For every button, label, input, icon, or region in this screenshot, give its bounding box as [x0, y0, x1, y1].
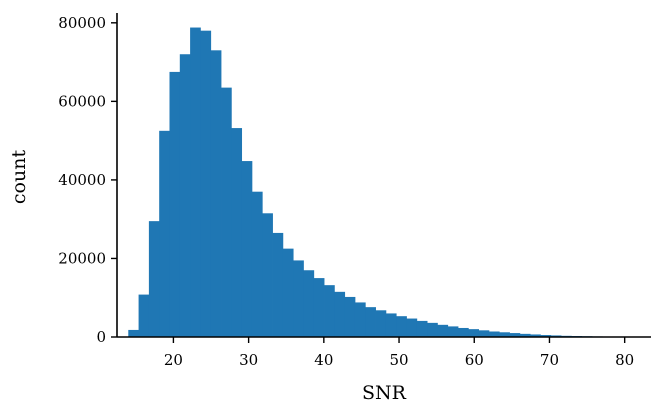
y-axis-label: count	[8, 150, 30, 205]
histogram-bar	[396, 316, 407, 337]
histogram-bar	[365, 307, 376, 337]
x-tick-label: 40	[314, 351, 333, 369]
histogram-bar	[375, 310, 387, 337]
histogram-bar	[344, 296, 356, 337]
histogram-bar	[251, 191, 263, 337]
axes	[116, 13, 651, 338]
y-tick-label: 20000	[58, 249, 106, 267]
histogram-bar	[221, 87, 232, 337]
histogram-bar	[427, 322, 438, 337]
x-tick-label: 70	[540, 351, 559, 369]
histogram-bar	[293, 260, 304, 337]
histogram-bars	[128, 27, 644, 338]
histogram-bar	[499, 332, 510, 337]
histogram-bar	[458, 327, 469, 337]
histogram-bar	[231, 128, 243, 337]
y-tick-label: 60000	[58, 92, 106, 110]
histogram-bar	[334, 291, 346, 337]
ticks: 20 30 40 50 60 70 80 0 20000 40000 60000 80000	[58, 14, 634, 369]
histogram-bar	[385, 313, 397, 337]
histogram-bar	[354, 302, 366, 337]
histogram-bar	[159, 130, 170, 337]
histogram-bar	[148, 221, 160, 337]
histogram-bar	[210, 50, 222, 338]
histogram-bar	[282, 248, 294, 337]
histogram-bar	[540, 335, 552, 337]
x-tick-label: 30	[239, 351, 258, 369]
histogram-bar	[313, 278, 325, 337]
histogram-bar	[262, 213, 273, 337]
histogram-bar	[530, 334, 541, 337]
histogram-bar	[478, 330, 490, 337]
y-tick-label: 80000	[58, 14, 106, 32]
histogram-bar	[190, 27, 201, 337]
x-tick-label: 20	[164, 351, 183, 369]
histogram-bar	[437, 324, 449, 337]
histogram-bar	[272, 232, 284, 337]
histogram-bar	[324, 285, 335, 337]
histogram-bar	[519, 333, 531, 337]
x-tick-label: 50	[389, 351, 408, 369]
histogram-bar	[169, 71, 181, 337]
histogram-bar	[179, 54, 191, 338]
histogram-bar	[447, 326, 459, 337]
histogram-bar	[468, 329, 480, 337]
y-tick-label: 40000	[58, 171, 106, 189]
histogram-bar	[303, 270, 315, 337]
histogram-bar	[416, 320, 428, 337]
y-tick-label: 0	[96, 328, 106, 346]
histogram-bar	[200, 30, 212, 337]
histogram-bar	[509, 333, 521, 337]
x-tick-label: 80	[615, 351, 634, 369]
histogram-bar	[128, 329, 139, 337]
x-axis-label: SNR	[362, 382, 407, 404]
histogram-bar	[138, 294, 150, 337]
histogram-bar	[241, 161, 253, 337]
x-tick-label: 60	[465, 351, 484, 369]
histogram-bar	[406, 318, 418, 337]
histogram-bar	[488, 331, 500, 337]
